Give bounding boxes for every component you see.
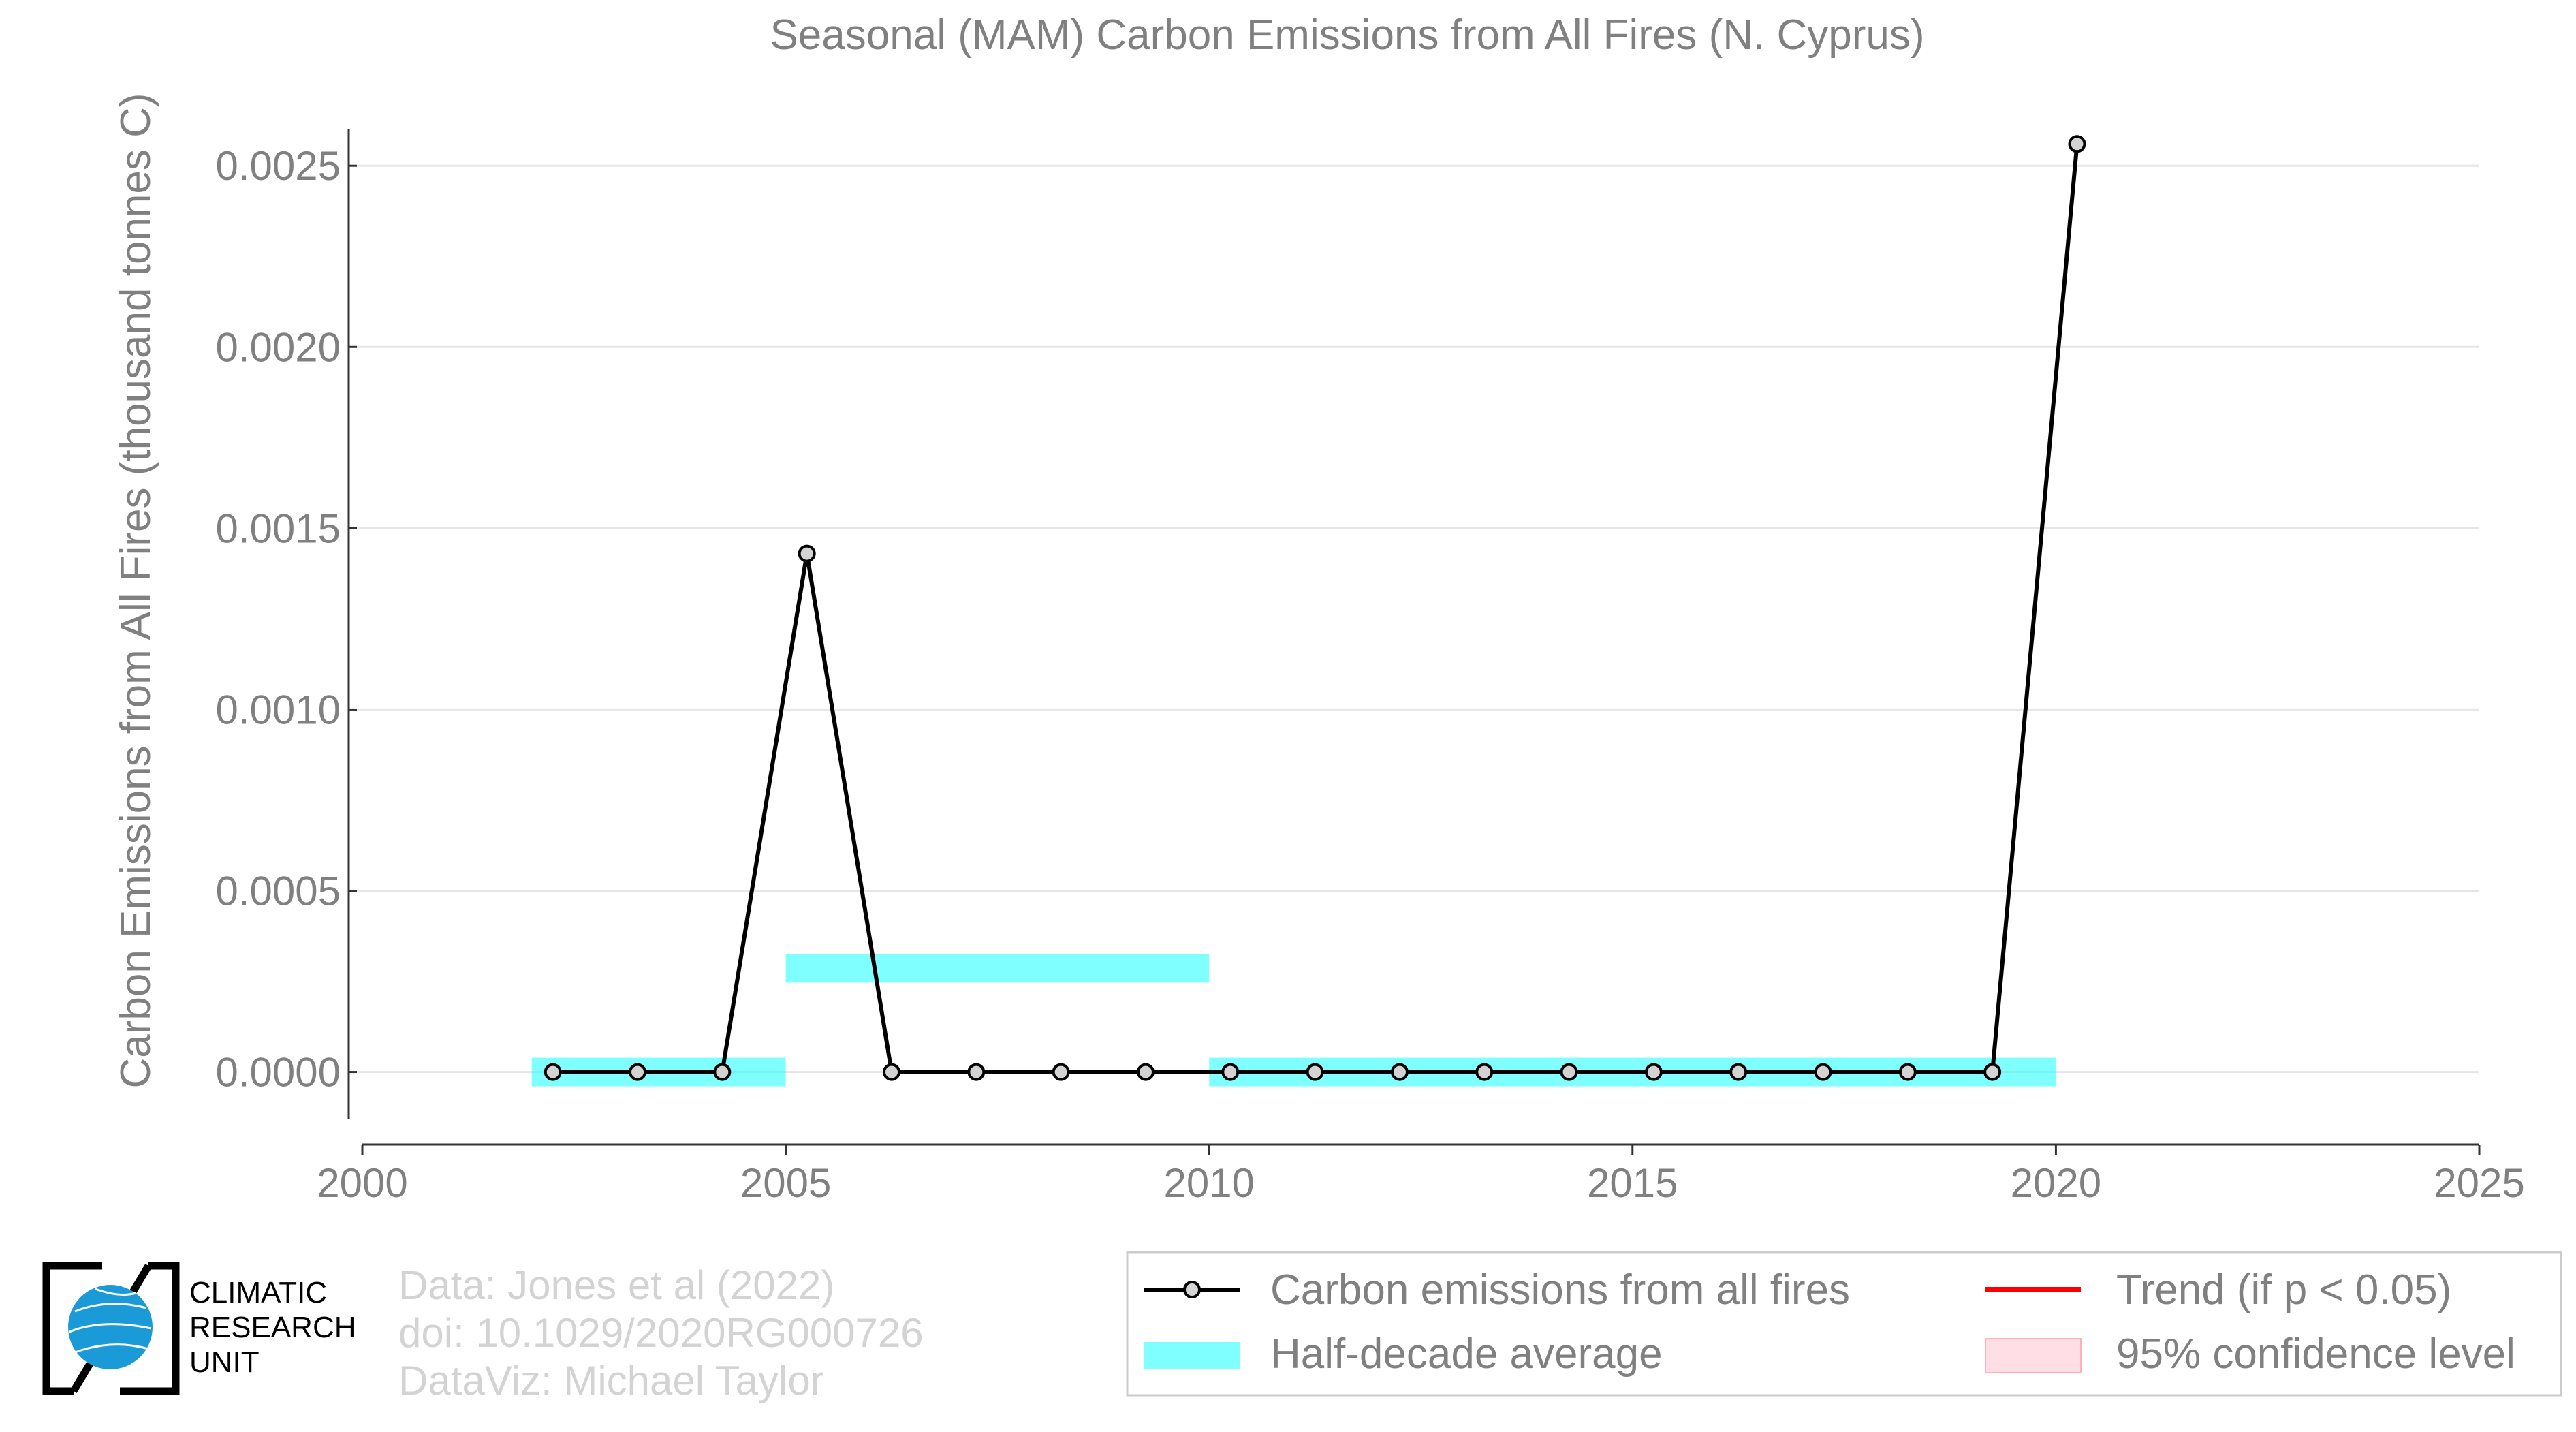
logo-text-line-1: CLIMATIC: [189, 1276, 327, 1309]
legend-band-swatch: [1144, 1342, 1240, 1369]
y-tick-label: 0.0000: [215, 1050, 341, 1095]
logo-text-line-2: RESEARCH: [189, 1311, 356, 1344]
data-point: [967, 1063, 986, 1081]
x-tick-label: 2025: [2434, 1160, 2524, 1206]
y-tick-label: 0.0015: [215, 505, 341, 551]
legend: Carbon emissions from all fires Trend (i…: [1126, 1251, 2562, 1397]
data-point: [1560, 1063, 1578, 1081]
legend-marker-swatch: [1183, 1281, 1201, 1298]
y-tick-label: 0.0010: [215, 687, 341, 732]
x-tick-label: 2000: [317, 1160, 407, 1206]
series-line: [552, 144, 2079, 1074]
logo-text-line-3: UNIT: [189, 1345, 260, 1379]
legend-label-trend: Trend (if p < 0.05): [2116, 1266, 2451, 1313]
legend-label-average: Half-decade average: [1270, 1330, 1663, 1377]
legend-label-emissions: Carbon emissions from all fires: [1270, 1266, 1850, 1313]
data-point: [883, 1063, 900, 1081]
data-credits: Data: Jones et al (2022) doi: 10.1029/20…: [398, 1262, 924, 1403]
y-axis-label: Carbon Emissions from All Fires (thousan…: [112, 93, 159, 1088]
x-tick-label: 2010: [1163, 1160, 1254, 1206]
data-point: [798, 544, 816, 563]
half-decade-average-band: [785, 954, 1210, 983]
credit-line-3: DataViz: Michael Taylor: [398, 1358, 824, 1403]
data-series: [544, 135, 2086, 1081]
data-point: [1221, 1063, 1240, 1081]
legend-confidence-swatch: [1985, 1338, 2082, 1373]
y-tick-label: 0.0020: [215, 324, 341, 370]
x-tick-label: 2005: [740, 1160, 831, 1206]
chart-title: Seasonal (MAM) Carbon Emissions from All…: [770, 12, 1924, 59]
x-tick-label: 2015: [1587, 1160, 1678, 1206]
legend-label-confidence: 95% confidence level: [2116, 1330, 2515, 1377]
gridlines: [349, 164, 2479, 1074]
x-tick-label: 2020: [2011, 1160, 2101, 1206]
data-point: [1983, 1063, 2002, 1081]
credit-line-2: doi: 10.1029/2020RG000726: [398, 1310, 924, 1356]
data-point: [1729, 1063, 1748, 1081]
data-point: [1306, 1063, 1324, 1081]
data-point: [544, 1063, 562, 1081]
data-point: [629, 1063, 647, 1081]
data-point: [1475, 1063, 1494, 1081]
credit-line-1: Data: Jones et al (2022): [398, 1262, 834, 1308]
data-point: [1898, 1063, 1917, 1081]
data-point: [1052, 1063, 1070, 1081]
data-point: [1814, 1063, 1832, 1081]
data-point: [2068, 135, 2086, 153]
data-point: [1390, 1063, 1409, 1081]
data-point: [1644, 1063, 1663, 1081]
y-tick-label: 0.0005: [215, 869, 341, 914]
legend-frame: [1126, 1251, 2562, 1397]
globe-icon: [68, 1285, 153, 1369]
data-point: [713, 1063, 732, 1081]
data-point: [1136, 1063, 1155, 1081]
cru-logo: CLIMATIC RESEARCH UNIT: [42, 1262, 356, 1395]
y-tick-label: 0.0025: [215, 143, 341, 189]
axes: 0.0000 0.0005 0.0010 0.0015 0.0020 0.0025 2000…: [215, 129, 2525, 1206]
